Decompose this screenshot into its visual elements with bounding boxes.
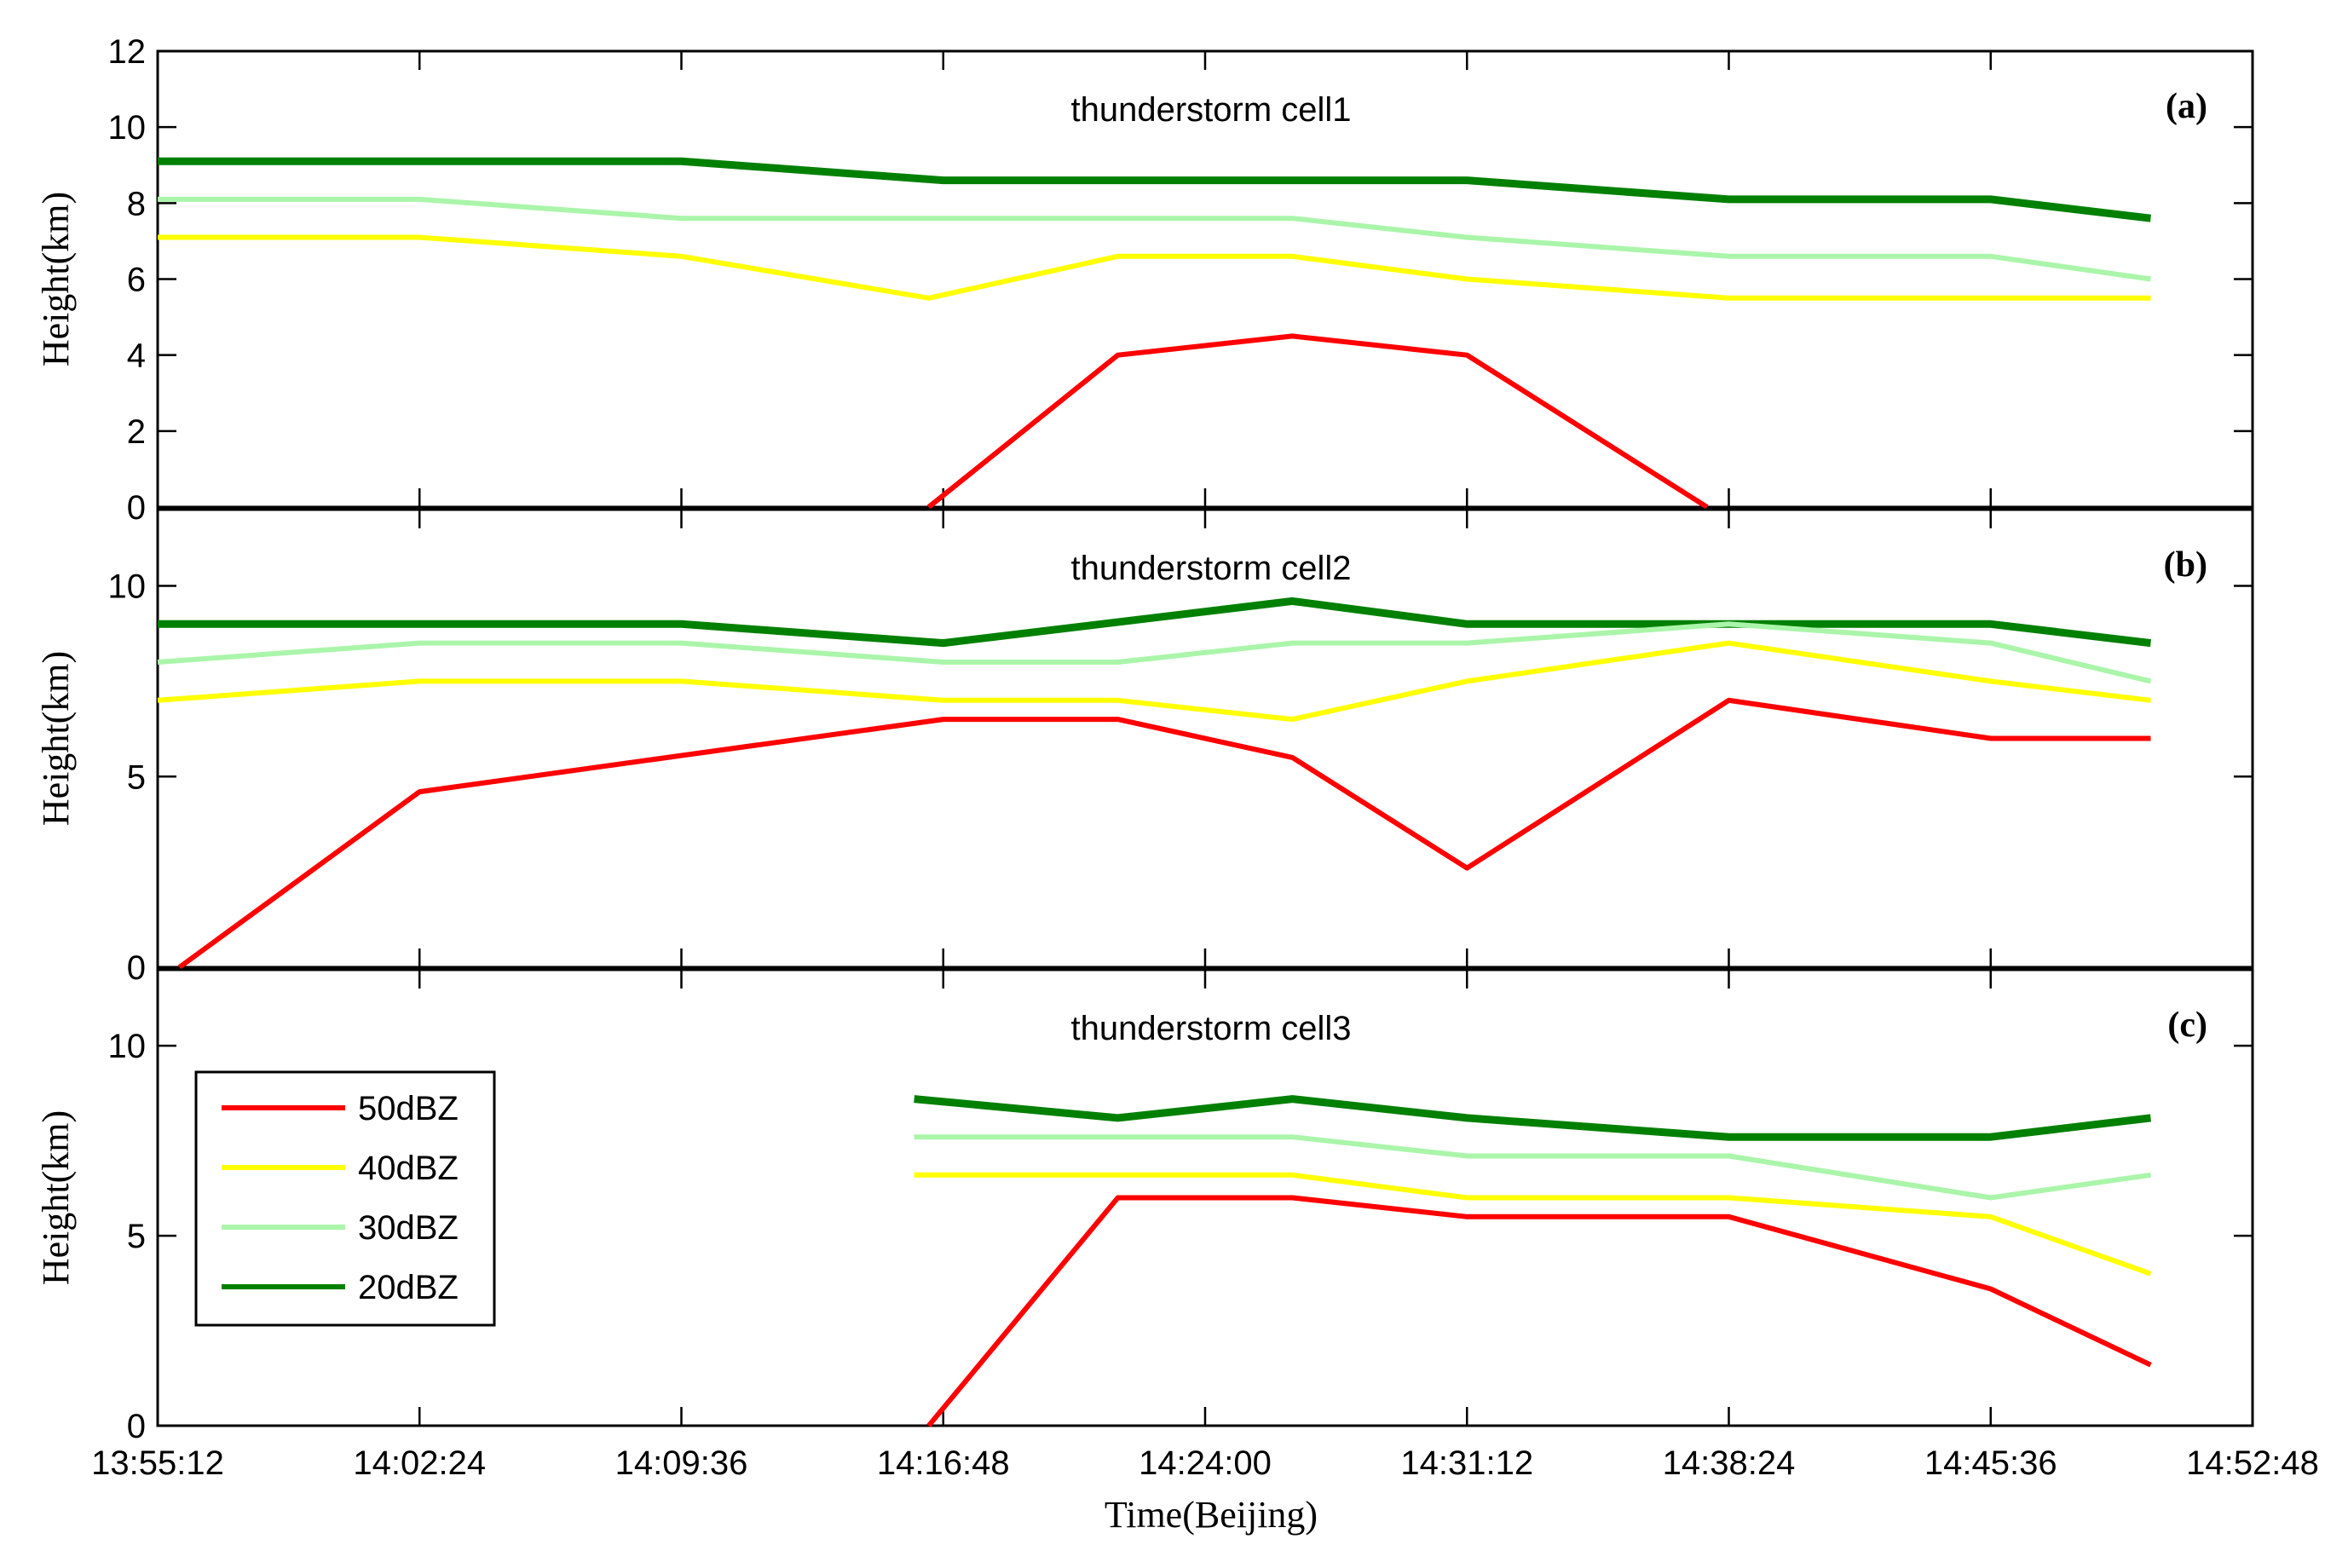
panel-1-series-50dBZ (926, 333, 1709, 510)
x-tick-label: 14:52:48 (2186, 1444, 2319, 1482)
panel-2-series-40dBZ (157, 640, 2151, 723)
x-tick-label: 14:16:48 (877, 1444, 1010, 1482)
x-tick-label: 13:55:12 (91, 1444, 224, 1482)
panel-1-series-20dBZ (158, 157, 2152, 222)
panel-2-y-tick-label: 10 (108, 568, 147, 606)
panel-1-y-tick-label: 4 (127, 337, 146, 375)
panel-3-series-50dBZ (926, 1195, 2152, 1427)
panel-1-y-tick-label: 10 (108, 109, 147, 147)
x-tick-label: 14:45:36 (1924, 1444, 2057, 1482)
x-tick-label: 14:38:24 (1663, 1444, 1796, 1482)
x-tick-label: 14:31:12 (1400, 1444, 1533, 1482)
panel-1-y-tick-label: 8 (127, 185, 146, 222)
x-tick-label: 14:09:36 (615, 1444, 748, 1482)
legend-label-20dBZ: 20dBZ (358, 1269, 459, 1306)
x-axis-title: Time(Beijing) (1105, 1494, 1318, 1536)
legend-label-40dBZ: 40dBZ (358, 1150, 459, 1187)
panel-3-title: thunderstorm cell3 (1070, 1010, 1351, 1047)
panel-3-series-40dBZ (914, 1172, 2152, 1277)
panel-1-y-tick-label: 6 (127, 262, 146, 299)
legend-box (194, 1070, 496, 1327)
panel-1-y-tick-label: 0 (127, 489, 146, 527)
panel-2-series-30dBZ (157, 621, 2152, 684)
panel-3-y-tick-label: 10 (108, 1028, 147, 1065)
panel-2-y-tick-label: 5 (127, 758, 146, 796)
panel-1-y-tick-label: 2 (127, 413, 146, 451)
x-tick-label: 14:02:24 (353, 1444, 486, 1482)
panel-3-series-20dBZ (914, 1095, 2152, 1141)
panel-2-series-20dBZ (158, 597, 2152, 648)
panel-1-series-40dBZ (158, 234, 2151, 301)
panel-1-y-axis-title: Height(km) (35, 192, 77, 366)
panel-3-label: (c) (2167, 1006, 2207, 1045)
panel-1-label: (a) (2166, 87, 2207, 126)
panel-3-y-tick-label: 5 (127, 1218, 146, 1255)
panel-2-title: thunderstorm cell2 (1070, 550, 1351, 587)
legend-label-50dBZ: 50dBZ (358, 1090, 459, 1127)
panel-2-y-tick-label: 0 (127, 949, 146, 987)
panel-3-series-30dBZ (914, 1134, 2151, 1201)
panel-1-series-30dBZ (158, 196, 2151, 282)
plot-layer: 0 2 4 6 8 10 12 thunderstorm cell1 (a) Height(km)… (35, 33, 2319, 1482)
panel-3-y-axis-title: Height(km) (35, 1110, 77, 1285)
panel-2-y-axis-title: Height(km) (35, 651, 77, 826)
panel-2-label: (b) (2164, 545, 2207, 585)
panel-2-series-50dBZ (177, 697, 2151, 970)
panel-1-y-tick-label: 12 (108, 33, 147, 71)
panel-1-title: thunderstorm cell1 (1070, 91, 1351, 129)
legend-label-30dBZ: 30dBZ (358, 1209, 459, 1247)
x-tick-label: 14:24:00 (1139, 1444, 1272, 1482)
panel-3-y-tick-label: 0 (127, 1408, 146, 1445)
